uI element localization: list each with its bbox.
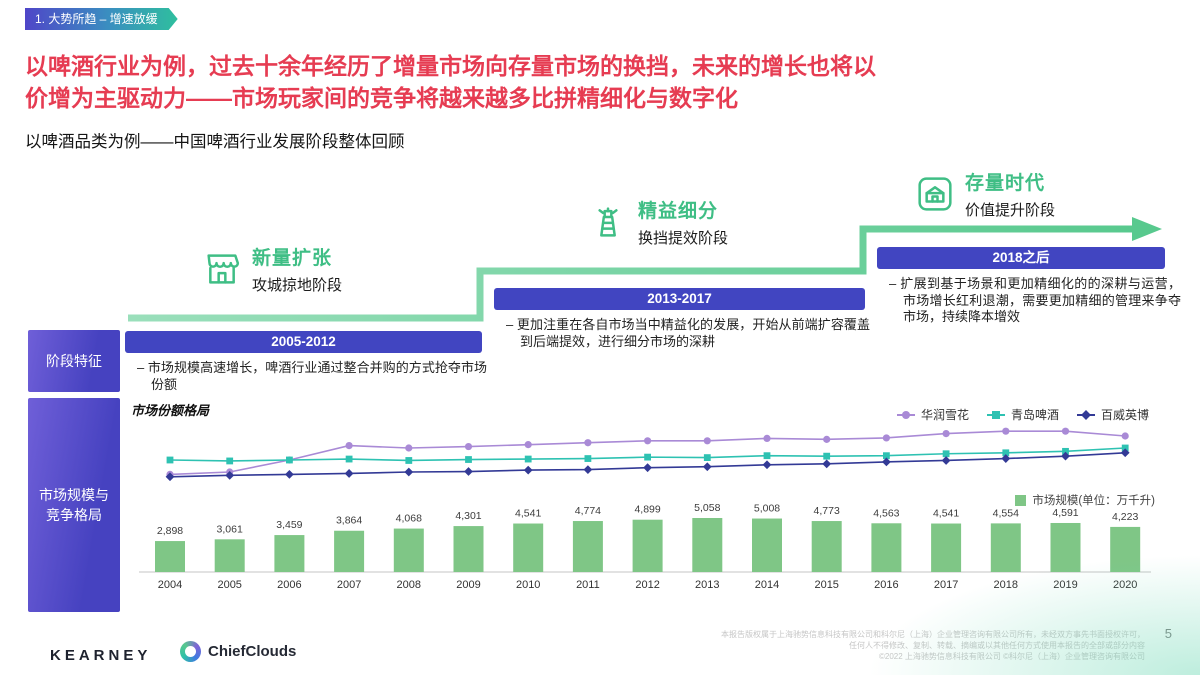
- svg-text:3,459: 3,459: [276, 519, 302, 531]
- row-label-stage-features: 阶段特征: [28, 330, 120, 392]
- stage-3-text: 存量时代 价值提升阶段: [965, 168, 1055, 220]
- svg-text:2015: 2015: [814, 579, 838, 591]
- market-chart-panel: 市场份额格局 华润雪花 青岛啤酒 百威英博 2,898 2004 3,061 2005 3,…: [125, 398, 1165, 614]
- chiefclouds-label: ChiefClouds: [208, 643, 297, 660]
- svg-text:2013: 2013: [695, 579, 719, 591]
- stage-3-name: 存量时代: [965, 173, 1046, 194]
- diamond-marker-icon: [1076, 409, 1095, 420]
- svg-text:4,774: 4,774: [575, 505, 601, 517]
- kearney-logo: KEARNEY: [50, 647, 152, 664]
- svg-text:2019: 2019: [1053, 579, 1077, 591]
- period-bar-2: 2013-2017: [494, 288, 865, 310]
- svg-text:3,061: 3,061: [217, 523, 243, 535]
- svg-text:3,864: 3,864: [336, 515, 362, 527]
- disclaimer-line3: ©2022 上海驰势信息科技有限公司 ©科尔尼（上海）企业管理咨询有限公司: [721, 651, 1145, 662]
- warehouse-icon: [918, 177, 952, 211]
- storefront-icon: [207, 254, 240, 284]
- svg-text:2004: 2004: [158, 579, 182, 591]
- legend-item: 百威英博: [1076, 406, 1149, 423]
- page-subtitle: 以啤酒品类为例——中国啤酒行业发展阶段整体回顾: [25, 133, 405, 151]
- svg-text:2016: 2016: [874, 579, 898, 591]
- svg-text:2006: 2006: [277, 579, 301, 591]
- svg-text:4,301: 4,301: [455, 510, 481, 522]
- period-bar-1: 2005-2012: [125, 331, 482, 353]
- svg-text:4,563: 4,563: [873, 507, 899, 519]
- page-title-line2: 价增为主驱动力——市场玩家间的竞争将越来越多比拼精细化与数字化: [25, 85, 738, 111]
- stage-bullet-3: – 扩展到基于场景和更加精细化的的深耕与运营，市场增长红利退潮，需要更加精细的管…: [889, 276, 1181, 324]
- section-tag-label: 1. 大势所趋 – 增速放缓: [35, 12, 158, 26]
- legend-item: 青岛啤酒: [986, 406, 1059, 423]
- svg-text:5,008: 5,008: [754, 503, 780, 515]
- corner-decoration: [840, 545, 1200, 675]
- chiefclouds-icon: [180, 641, 201, 662]
- section-tag: 1. 大势所趋 – 增速放缓: [25, 8, 178, 30]
- growth-arrow-icon: [128, 217, 1162, 322]
- svg-text:2011: 2011: [576, 579, 600, 591]
- svg-text:4,068: 4,068: [396, 513, 422, 525]
- svg-text:2020: 2020: [1113, 579, 1137, 591]
- page-title: 以啤酒行业为例，过去十余年经历了增量市场向存量市场的换挡，未来的增长也将以 价增…: [25, 50, 1180, 114]
- svg-text:4,223: 4,223: [1112, 511, 1138, 523]
- svg-text:4,773: 4,773: [814, 505, 840, 517]
- svg-text:2012: 2012: [635, 579, 659, 591]
- chiefclouds-icon-center: [185, 646, 196, 657]
- circle-marker-shape: [901, 410, 910, 419]
- svg-text:4,541: 4,541: [515, 508, 541, 520]
- circle-marker-icon: [896, 410, 915, 419]
- legend-item: 华润雪花: [896, 406, 969, 423]
- svg-text:4,899: 4,899: [634, 504, 660, 516]
- svg-text:2009: 2009: [456, 579, 480, 591]
- svg-text:4,541: 4,541: [933, 508, 959, 520]
- disclaimer-line1: 本报告版权属于上海驰势信息科技有限公司和科尔尼（上海）企业管理咨询有限公司所有，…: [721, 629, 1145, 640]
- svg-text:2,898: 2,898: [157, 525, 183, 537]
- page-number: 5: [1165, 626, 1172, 641]
- stage-2: 精益细分 换挡提效阶段: [588, 196, 728, 248]
- svg-text:2007: 2007: [337, 579, 361, 591]
- stage-1-phase: 攻城掠地阶段: [252, 277, 343, 294]
- svg-text:5,058: 5,058: [694, 502, 720, 514]
- stage-1-text: 新量扩张 攻城掠地阶段: [252, 243, 342, 295]
- svg-text:2010: 2010: [516, 579, 540, 591]
- chiefclouds-logo: ChiefClouds: [180, 641, 296, 662]
- square-marker-shape: [991, 410, 1000, 419]
- svg-text:4,591: 4,591: [1052, 507, 1078, 519]
- period-bar-3: 2018之后: [877, 247, 1165, 269]
- stage-bullet-2: – 更加注重在各自市场当中精益化的发展，开始从前端扩容覆盖到后端提效，进行细分市…: [506, 317, 870, 349]
- disclaimer-line2: 任何人不得修改、复制、转载、摘编或以其他任何方式使用本报告的全部或部分内容: [721, 640, 1145, 651]
- svg-text:2017: 2017: [934, 579, 958, 591]
- chart-title: 市场份额格局: [131, 403, 210, 418]
- svg-text:2005: 2005: [217, 579, 241, 591]
- bar-legend-swatch: [1015, 494, 1027, 506]
- stage-2-name: 精益细分: [638, 201, 719, 222]
- stage-2-text: 精益细分 换挡提效阶段: [638, 196, 728, 248]
- stage-1-name: 新量扩张: [252, 248, 333, 269]
- svg-text:4,554: 4,554: [993, 507, 1019, 519]
- disclaimer: 本报告版权属于上海驰势信息科技有限公司和科尔尼（上海）企业管理咨询有限公司所有，…: [721, 629, 1145, 662]
- line-legend: 华润雪花 青岛啤酒 百威英博: [896, 406, 1149, 423]
- square-marker-icon: [986, 410, 1005, 419]
- lighthouse-icon: [598, 207, 618, 237]
- stage-1: 新量扩张 攻城掠地阶段: [202, 243, 342, 295]
- stage-bullet-1: – 市场规模高速增长，啤酒行业通过整合并购的方式抢夺市场份额: [137, 360, 487, 392]
- legend-label: 青岛啤酒: [1010, 408, 1059, 422]
- svg-text:2008: 2008: [397, 579, 421, 591]
- bar-legend-label: 市场规模(单位：万千升): [1032, 495, 1155, 507]
- row-label-market-scale: 市场规模与竞争格局: [28, 398, 120, 612]
- market-chart-svg: 2,898 2004 3,061 2005 3,459 2006 3,864 2007 4,06…: [139, 427, 1151, 591]
- stage-3-phase: 价值提升阶段: [965, 202, 1056, 219]
- bar-legend: 市场规模(单位：万千升): [1015, 492, 1155, 508]
- legend-label: 百威英博: [1100, 408, 1149, 422]
- svg-text:2018: 2018: [994, 579, 1018, 591]
- stage-3: 存量时代 价值提升阶段: [915, 168, 1055, 220]
- legend-label: 华润雪花: [920, 408, 969, 422]
- page-title-line1: 以啤酒行业为例，过去十余年经历了增量市场向存量市场的换挡，未来的增长也将以: [25, 53, 876, 79]
- stage-2-phase: 换挡提效阶段: [638, 230, 729, 247]
- svg-text:2014: 2014: [755, 579, 779, 591]
